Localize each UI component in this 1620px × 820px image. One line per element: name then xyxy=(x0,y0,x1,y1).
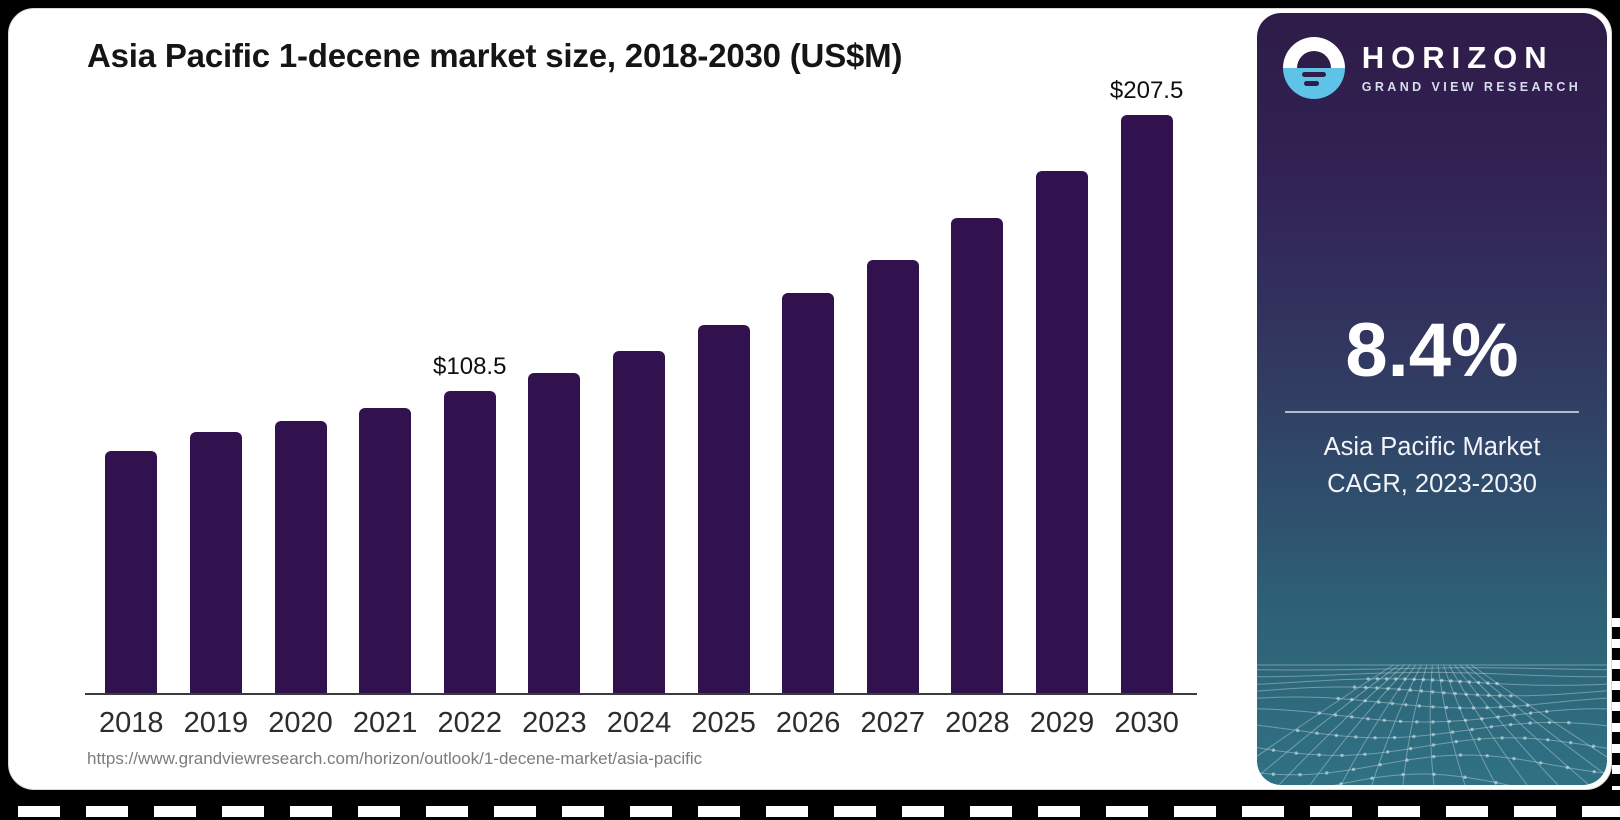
brand-subtitle: GRAND VIEW RESEARCH xyxy=(1361,79,1582,94)
cagr-stat-block: 8.4% Asia Pacific Market CAGR, 2023-2030 xyxy=(1257,313,1607,503)
right-dashed-border xyxy=(1612,618,1620,790)
x-tick-2026: 2026 xyxy=(775,707,841,739)
chart-region: Asia Pacific 1-decene market size, 2018-… xyxy=(9,9,1259,789)
bar-slot-2019 xyxy=(174,113,259,693)
sidebar: HORIZON GRAND VIEW RESEARCH 8.4% Asia Pa… xyxy=(1257,13,1607,785)
x-tick-2024: 2024 xyxy=(606,707,672,739)
x-tick-2029: 2029 xyxy=(1029,707,1095,739)
cagr-caption-line1: Asia Pacific Market xyxy=(1323,433,1541,461)
bar-slot-2024 xyxy=(597,113,682,693)
chart-title: Asia Pacific 1-decene market size, 2018-… xyxy=(87,37,903,74)
bar-slot-2028 xyxy=(935,113,1020,693)
bar-2021 xyxy=(359,408,412,693)
bar-slot-2026 xyxy=(766,113,851,693)
brand-name: HORIZON xyxy=(1361,40,1554,76)
cagr-caption: Asia Pacific Market CAGR, 2023-2030 xyxy=(1257,429,1607,503)
x-tick-2027: 2027 xyxy=(860,707,926,739)
bar-2027 xyxy=(866,260,919,693)
bar-2019 xyxy=(189,432,242,693)
bar-slot-2022: $108.5 xyxy=(427,113,512,693)
logo-reflection-line-icon xyxy=(1301,72,1326,77)
bar-2018 xyxy=(105,451,158,693)
bar-slot-2023 xyxy=(512,113,597,693)
bar-value-label-2030: $207.5 xyxy=(1109,77,1184,104)
x-tick-2021: 2021 xyxy=(352,707,418,739)
bar-slot-2030: $207.5 xyxy=(1104,77,1189,693)
cagr-value: 8.4% xyxy=(1345,308,1519,393)
bar-2024 xyxy=(612,351,665,693)
bar-2028 xyxy=(951,218,1004,693)
bar-slot-2021 xyxy=(343,113,428,693)
bottom-dashed-border xyxy=(18,806,1620,817)
x-tick-2028: 2028 xyxy=(945,707,1010,739)
x-tick-2030: 2030 xyxy=(1114,707,1179,739)
bar-2026 xyxy=(782,293,835,693)
bar-2029 xyxy=(1036,171,1088,693)
stat-divider xyxy=(1285,411,1579,413)
brand: HORIZON GRAND VIEW RESEARCH xyxy=(1257,37,1607,99)
x-tick-2019: 2019 xyxy=(183,707,249,739)
logo-sun-icon xyxy=(1296,51,1331,68)
logo-reflection-line-icon xyxy=(1303,81,1319,86)
bar-2020 xyxy=(274,421,327,693)
wireframe-mesh-graphic xyxy=(1257,664,1607,785)
bar-2025 xyxy=(697,325,750,693)
bar-2030 xyxy=(1120,115,1173,693)
x-axis-line xyxy=(85,693,1197,695)
bar-2023 xyxy=(528,373,581,693)
bar-slot-2025 xyxy=(681,113,766,693)
bar-2022 xyxy=(443,391,496,693)
x-axis-labels: 2018 2019 2020 2021 2022 2023 2024 2025 2026 2027… xyxy=(89,707,1189,740)
x-tick-2023: 2023 xyxy=(522,707,587,739)
bar-slot-2018 xyxy=(89,113,174,693)
brand-text: HORIZON GRAND VIEW RESEARCH xyxy=(1362,42,1581,94)
bar-slot-2029 xyxy=(1020,113,1105,693)
bar-chart: $108.5 $207.5 xyxy=(89,77,1189,693)
horizon-logo-icon xyxy=(1282,37,1345,99)
bar-slot-2027 xyxy=(850,113,935,693)
source-url-link[interactable]: https://www.grandviewresearch.com/horizo… xyxy=(87,749,703,768)
x-tick-2020: 2020 xyxy=(268,707,333,739)
chart-card: Asia Pacific 1-decene market size, 2018-… xyxy=(8,8,1612,790)
x-tick-2025: 2025 xyxy=(691,707,756,739)
cagr-caption-line2: CAGR, 2023-2030 xyxy=(1327,469,1537,498)
x-tick-2022: 2022 xyxy=(437,707,502,739)
bar-slot-2020 xyxy=(258,113,343,693)
x-tick-2018: 2018 xyxy=(99,707,164,739)
bar-value-label-2022: $108.5 xyxy=(433,353,507,380)
